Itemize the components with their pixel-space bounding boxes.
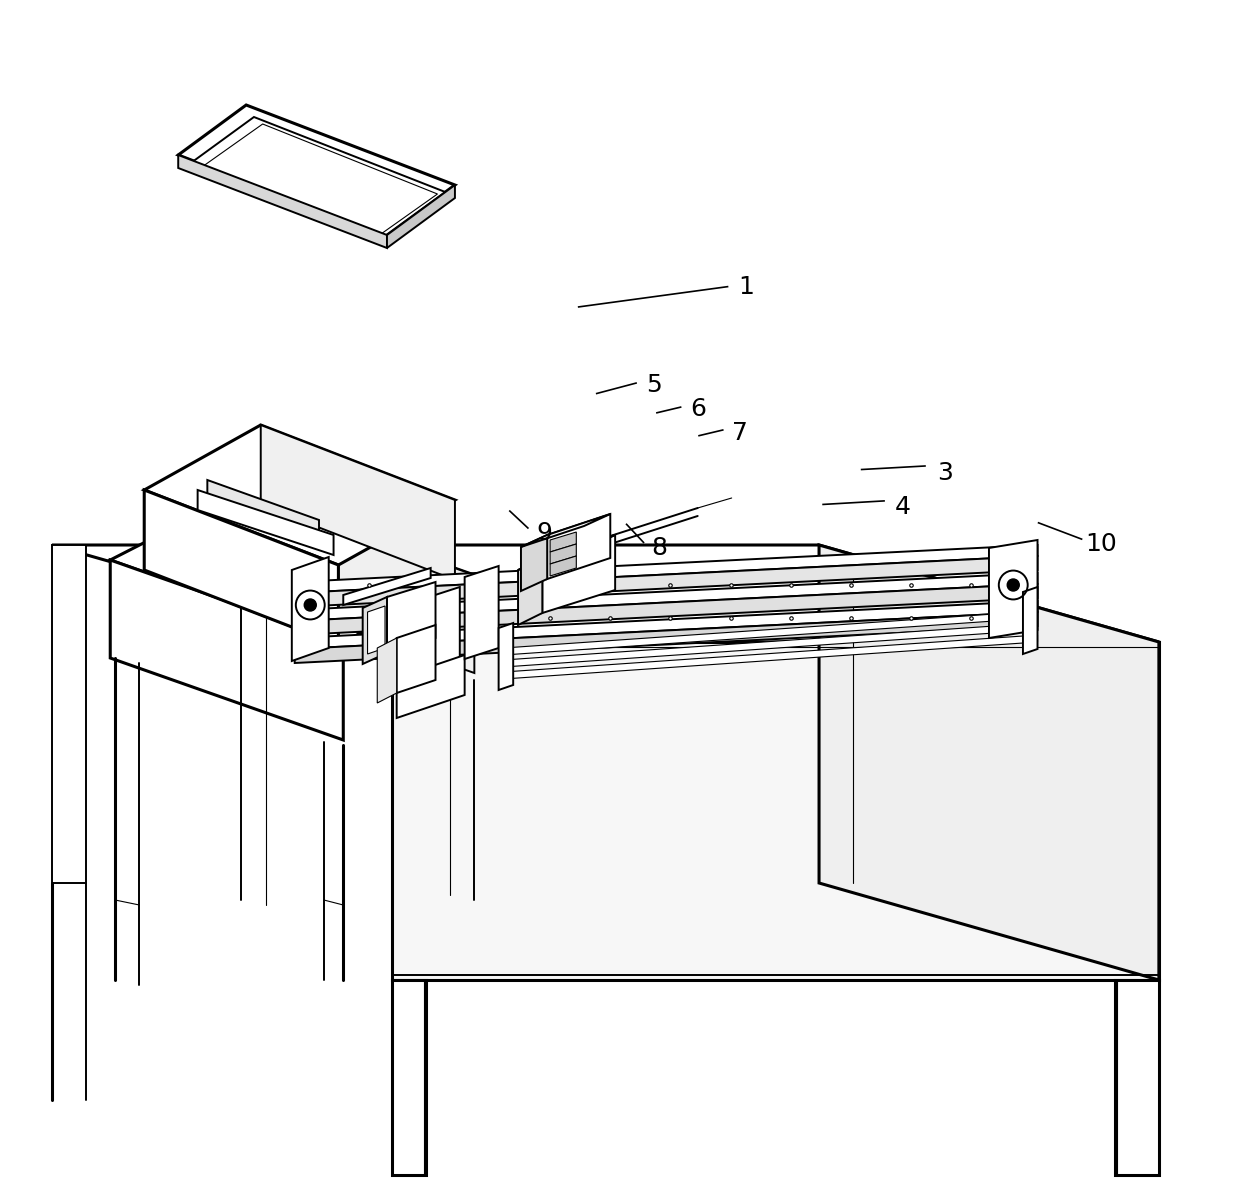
Polygon shape <box>197 490 334 555</box>
Polygon shape <box>518 535 615 569</box>
Polygon shape <box>207 480 319 541</box>
Polygon shape <box>377 638 397 703</box>
Circle shape <box>304 598 316 610</box>
Polygon shape <box>503 610 1038 655</box>
Polygon shape <box>362 597 387 663</box>
Polygon shape <box>518 557 542 625</box>
Text: 6: 6 <box>691 397 707 421</box>
Polygon shape <box>397 655 465 718</box>
Polygon shape <box>201 124 438 238</box>
Text: 7: 7 <box>733 421 748 445</box>
Polygon shape <box>179 105 455 235</box>
Polygon shape <box>144 490 339 645</box>
Text: 9: 9 <box>536 521 552 545</box>
Polygon shape <box>52 545 86 883</box>
Polygon shape <box>295 584 1038 635</box>
Polygon shape <box>144 425 455 565</box>
Polygon shape <box>503 635 1038 679</box>
Polygon shape <box>295 601 1038 649</box>
Polygon shape <box>295 545 1038 594</box>
Polygon shape <box>1023 588 1038 654</box>
Polygon shape <box>387 582 435 653</box>
Circle shape <box>1007 579 1019 591</box>
Polygon shape <box>242 492 475 673</box>
Polygon shape <box>387 185 455 248</box>
Polygon shape <box>551 532 577 551</box>
Polygon shape <box>392 980 425 1175</box>
Polygon shape <box>521 535 547 591</box>
Polygon shape <box>397 625 435 694</box>
Polygon shape <box>547 514 610 579</box>
Polygon shape <box>191 117 445 238</box>
Polygon shape <box>295 612 1038 663</box>
Polygon shape <box>1115 980 1159 1175</box>
Polygon shape <box>407 598 425 691</box>
Polygon shape <box>291 557 329 661</box>
Text: 10: 10 <box>1086 532 1117 556</box>
Text: 4: 4 <box>895 495 911 519</box>
Polygon shape <box>367 606 386 654</box>
Polygon shape <box>465 566 498 659</box>
Polygon shape <box>343 568 430 604</box>
Polygon shape <box>542 535 615 613</box>
Polygon shape <box>551 544 577 563</box>
Polygon shape <box>990 541 1038 638</box>
Polygon shape <box>521 514 610 547</box>
Polygon shape <box>551 556 577 576</box>
Polygon shape <box>498 622 513 690</box>
Text: 5: 5 <box>646 373 662 397</box>
Polygon shape <box>179 155 387 248</box>
Text: 3: 3 <box>937 461 954 485</box>
Polygon shape <box>110 492 475 642</box>
Polygon shape <box>52 545 1159 642</box>
Polygon shape <box>110 560 343 740</box>
Polygon shape <box>295 556 1038 607</box>
Text: 8: 8 <box>652 536 667 560</box>
Polygon shape <box>820 545 1159 980</box>
Polygon shape <box>260 425 455 580</box>
Polygon shape <box>295 573 1038 621</box>
Polygon shape <box>392 642 1159 980</box>
Polygon shape <box>425 588 460 681</box>
Text: 1: 1 <box>739 275 754 299</box>
Polygon shape <box>503 622 1038 667</box>
